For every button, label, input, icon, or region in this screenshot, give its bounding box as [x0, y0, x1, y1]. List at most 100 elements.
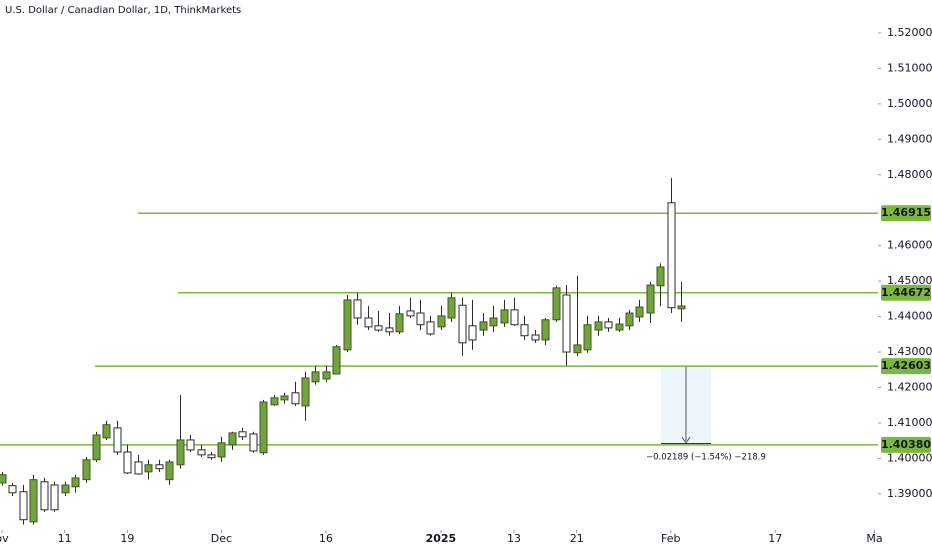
y-tick-label: 1.41000 [887, 416, 932, 429]
candle-body [155, 464, 164, 470]
candle-body [573, 344, 582, 354]
candle-body [374, 325, 383, 331]
candle-body [594, 321, 603, 331]
candle-body [165, 461, 174, 481]
price-level-tag [881, 436, 931, 453]
candle-body [447, 297, 456, 319]
candle-body [123, 451, 132, 474]
candle-body [322, 371, 331, 380]
candle-body [71, 477, 80, 488]
candle-body [40, 481, 49, 511]
candle-body [144, 464, 153, 473]
candle-body [19, 491, 28, 521]
y-tick-label: 1.46000 [887, 239, 932, 252]
candle-body [583, 324, 592, 351]
candle-body [416, 312, 425, 326]
candle-body [113, 427, 122, 453]
candle-body [280, 395, 289, 401]
x-tick-label: 13 [507, 532, 521, 545]
x-tick-label: Ma [866, 532, 882, 545]
x-tick-label: 2025 [426, 532, 457, 545]
candle-body [343, 299, 352, 351]
x-tick-label: Dec [211, 532, 232, 545]
candle-body [301, 377, 310, 407]
candle-body [176, 439, 185, 466]
chart-title: U.S. Dollar / Canadian Dollar, 1D, Think… [5, 5, 241, 16]
candle-body [510, 309, 519, 326]
price-level-tag [881, 205, 931, 222]
candle-body [134, 461, 143, 475]
candle-body [0, 474, 7, 484]
candle-body [635, 306, 644, 318]
candle-body [395, 313, 404, 333]
x-tick-label: 19 [120, 532, 134, 545]
candle-body [531, 334, 540, 341]
candle-body [364, 317, 373, 328]
candle-body [562, 294, 571, 353]
candle-body [207, 454, 216, 459]
candle-body [677, 305, 686, 310]
y-tick-label: 1.49000 [887, 132, 932, 145]
price-level-label: 1.42603 [881, 359, 931, 372]
candle-body [500, 309, 509, 324]
candle-body [426, 321, 435, 335]
candle-body [259, 401, 268, 454]
candle-body [667, 202, 676, 309]
candle-body [197, 449, 206, 456]
candle-body [479, 321, 488, 331]
candle-body [656, 266, 665, 287]
y-tick-label: 1.40000 [887, 451, 932, 464]
x-tick-label: 17 [768, 532, 782, 545]
candle-body [541, 319, 550, 341]
candle-body [61, 484, 70, 494]
y-tick-label: 1.48000 [887, 168, 932, 181]
candle-body [552, 287, 561, 321]
candle-body [468, 325, 477, 341]
candle-body [238, 431, 247, 438]
measure-label: −0.02189 (−1.54%) −218.9 [646, 453, 766, 463]
candle-body [604, 321, 613, 329]
x-tick-label: 16 [319, 532, 333, 545]
candle-body [332, 346, 341, 375]
y-tick-label: 1.52000 [887, 26, 932, 39]
candle-body [353, 299, 362, 319]
price-level-tag [881, 358, 931, 375]
candle-body [270, 397, 279, 406]
candle-body [228, 432, 237, 446]
candle-body [82, 459, 91, 481]
x-tick-label: 11 [58, 532, 72, 545]
candle-body [92, 434, 101, 461]
y-tick-label: 1.42000 [887, 380, 932, 393]
candle-body [186, 439, 195, 451]
candle-body [437, 315, 446, 328]
y-tick-label: 1.44000 [887, 310, 932, 323]
x-tick-label: Feb [661, 532, 680, 545]
y-tick-label: 1.43000 [887, 345, 932, 358]
candle-body [311, 371, 320, 383]
y-tick-label: 1.51000 [887, 61, 932, 74]
candle-body [625, 312, 634, 327]
candle-body [385, 327, 394, 333]
candle-body [249, 433, 258, 452]
candle-body [615, 323, 624, 331]
price-level-label: 1.40380 [881, 438, 931, 451]
x-tick-label: 21 [570, 532, 584, 545]
candle-body [217, 442, 226, 458]
x-tick-label: ov [0, 532, 9, 545]
candle-body [489, 317, 498, 327]
candle-body [458, 304, 467, 344]
y-tick-label: 1.50000 [887, 97, 932, 110]
y-tick-label: 1.45000 [887, 274, 932, 287]
price-level-label: 1.46915 [881, 206, 931, 219]
candle-body [29, 479, 38, 523]
price-level-tag [881, 284, 931, 301]
candle-body [406, 310, 415, 317]
candle-body [520, 324, 529, 337]
price-level-label: 1.44672 [881, 286, 931, 299]
candle-body [646, 284, 655, 314]
candle-body [102, 424, 111, 439]
